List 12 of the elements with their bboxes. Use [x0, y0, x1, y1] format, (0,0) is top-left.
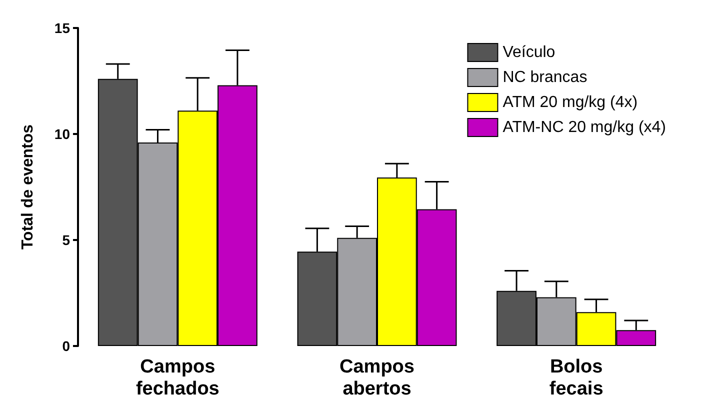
y-tick-label: 0: [62, 338, 70, 354]
legend-label: Veículo: [502, 44, 556, 61]
legend-label: NC brancas: [502, 69, 588, 86]
y-tick-label: 10: [54, 126, 70, 142]
x-tick-label: Campos abertos: [340, 356, 414, 400]
x-tick-label: Campos fechados: [136, 356, 220, 400]
legend-label: ATM-NC 20 mg/kg (x4): [502, 119, 666, 136]
legend-label: ATM 20 mg/kg (4x): [502, 94, 638, 111]
x-tick-label: Bolos fecais: [549, 356, 604, 400]
y-tick-label: 5: [62, 232, 70, 248]
y-tick-label: 15: [54, 20, 70, 36]
y-axis-title: Total de eventos: [20, 124, 36, 250]
